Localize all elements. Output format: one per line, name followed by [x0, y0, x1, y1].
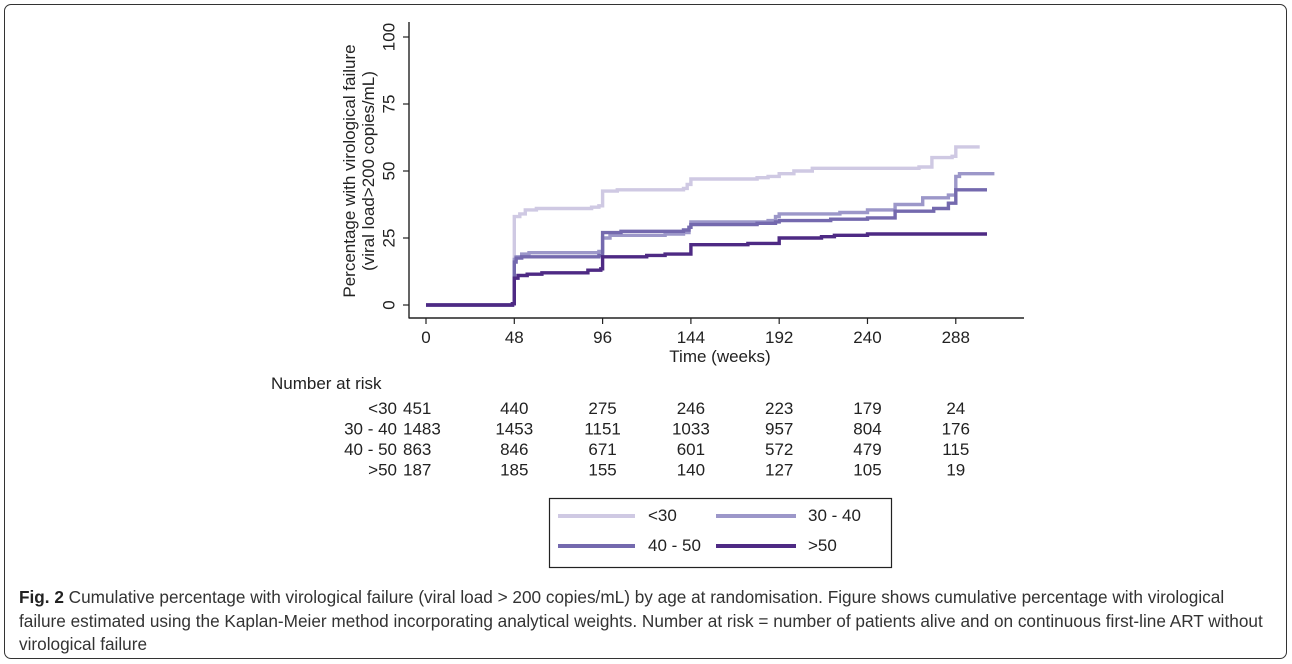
- legend-box: [548, 497, 893, 569]
- risk-value: 1033: [672, 420, 710, 439]
- risk-value: 1151: [584, 420, 621, 439]
- series-lines: [426, 145, 995, 307]
- risk-value: 1453: [495, 420, 533, 439]
- risk-value: 846: [500, 440, 528, 459]
- series-line: [426, 232, 987, 307]
- risk-value: 440: [500, 399, 528, 418]
- risk-value: 601: [677, 440, 705, 459]
- legend-label: 40 - 50: [648, 536, 701, 555]
- x-axis-title: Time (weeks): [669, 347, 770, 366]
- x-tick-label: 0: [421, 328, 430, 347]
- legend-label: >50: [808, 536, 837, 555]
- risk-value: 105: [853, 461, 881, 480]
- risk-value: 451: [403, 399, 431, 418]
- risk-value: 671: [588, 440, 616, 459]
- risk-value: 140: [677, 461, 705, 480]
- y-tick-label: 25: [380, 229, 399, 248]
- legend-label: 30 - 40: [808, 506, 861, 525]
- risk-value: 24: [946, 399, 965, 418]
- risk-value: 275: [588, 399, 616, 418]
- risk-value: 1483: [403, 420, 441, 439]
- risk-value: 185: [500, 461, 528, 480]
- x-tick-label: 144: [677, 328, 705, 347]
- y-tick-label: 100: [380, 23, 399, 51]
- risk-row-label: <30: [368, 399, 397, 418]
- y-tick-label: 0: [380, 300, 399, 309]
- x-tick-label: 288: [942, 328, 970, 347]
- figure-caption: Fig. 2 Cumulative percentage with virolo…: [19, 586, 1269, 657]
- series-line: [426, 145, 980, 307]
- y-axis-title: Percentage with virological failure(vira…: [340, 44, 378, 297]
- series-line: [426, 188, 987, 307]
- series-line: [426, 172, 995, 307]
- risk-value: 804: [853, 420, 881, 439]
- risk-value: 223: [765, 399, 793, 418]
- figure-frame: [4, 4, 1287, 659]
- risk-value: 572: [765, 440, 793, 459]
- risk-value: 115: [942, 440, 969, 459]
- risk-value: 479: [853, 440, 881, 459]
- risk-value: 863: [403, 440, 431, 459]
- risk-value: 179: [853, 399, 881, 418]
- y-tick-label: 75: [380, 95, 399, 114]
- legend-label: <30: [648, 506, 677, 525]
- risk-value: 155: [588, 461, 616, 480]
- risk-value: 187: [403, 461, 431, 480]
- caption-label: Fig. 2: [19, 587, 64, 607]
- risk-row-label: 30 - 40: [344, 420, 397, 439]
- risk-value: 127: [765, 461, 793, 480]
- caption-text: Cumulative percentage with virological f…: [19, 587, 1263, 654]
- legend: <30 30 - 40 40 - 50 >50: [548, 497, 893, 569]
- x-tick-label: 192: [765, 328, 793, 347]
- risk-table-title: Number at risk: [271, 374, 382, 393]
- risk-row-label: >50: [368, 461, 397, 480]
- y-tick-label: 50: [380, 162, 399, 181]
- risk-value: 246: [677, 399, 705, 418]
- risk-table: Number at risk <30 451 440 275 246 223 179 24 30 …: [271, 374, 970, 480]
- x-tick-label: 48: [505, 328, 524, 347]
- risk-value: 957: [765, 420, 793, 439]
- risk-value: 19: [946, 461, 965, 480]
- risk-row-label: 40 - 50: [344, 440, 397, 459]
- x-tick-label: 240: [853, 328, 881, 347]
- risk-value: 176: [942, 420, 970, 439]
- x-tick-label: 96: [593, 328, 612, 347]
